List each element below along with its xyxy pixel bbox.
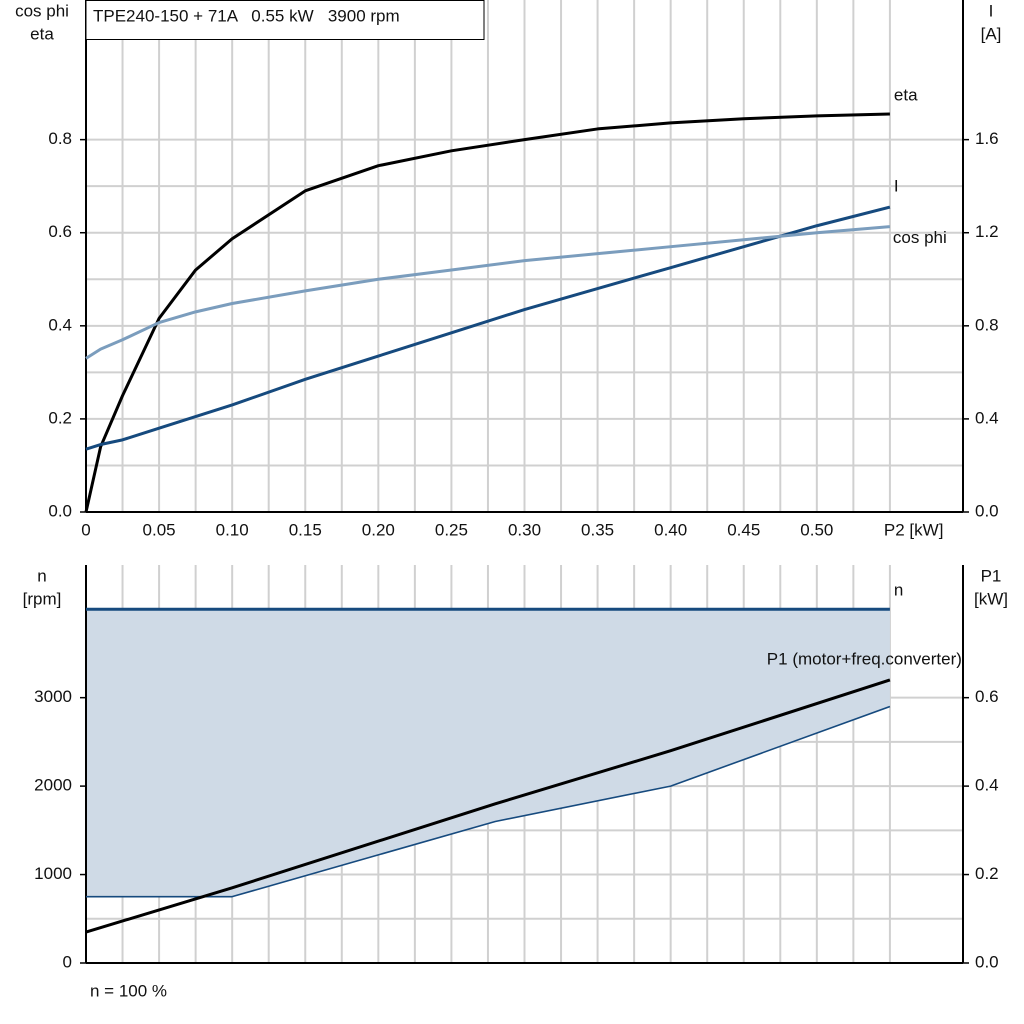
series-line: [85, 225, 891, 360]
y-tick-label: 2000: [34, 776, 72, 795]
x-tick-label: 0.25: [435, 520, 468, 539]
series-label: eta: [894, 86, 918, 105]
y-tick-label: 0.2: [48, 408, 72, 427]
y2-axis-label: [A]: [981, 24, 1002, 43]
y-tick-label: 0.8: [48, 129, 72, 148]
y-tick-label: 0: [63, 952, 72, 971]
series-line: [85, 205, 891, 451]
y2-tick-label: 0.0: [975, 501, 999, 520]
y-axis-label: eta: [30, 24, 54, 43]
x-tick-label: 0.10: [216, 520, 249, 539]
series-label: I: [894, 177, 899, 196]
y2-tick-label: 0.4: [975, 776, 999, 795]
band-area: [86, 609, 890, 897]
y2-tick-label: 0.4: [975, 408, 999, 427]
series-line: [86, 705, 891, 898]
x-tick-label: 0.45: [727, 520, 760, 539]
note: n = 100 %: [90, 981, 167, 1000]
x-tick-label: 0.40: [654, 520, 687, 539]
title-box: [85, 0, 485, 40]
y-axis-label: n: [37, 566, 46, 585]
x-tick-label: 0.20: [362, 520, 395, 539]
chart-title: TPE240-150 + 71A 0.55 kW 3900 rpm: [93, 6, 400, 25]
y2-tick-label: 0.6: [975, 687, 999, 706]
y-axis-label: cos phi: [15, 1, 69, 20]
x-tick-label: P2 [kW]: [884, 520, 944, 539]
series-label: P1 (motor+freq.converter): [767, 649, 962, 668]
x-tick-label: 0.50: [800, 520, 833, 539]
y-tick-label: 0.0: [48, 501, 72, 520]
series-line: [84, 112, 890, 513]
y2-axis-label: [kW]: [974, 589, 1008, 608]
y2-axis-label: I: [989, 1, 994, 20]
series-label: cos phi: [893, 228, 947, 247]
series-label: n: [894, 581, 903, 600]
x-tick-label: 0.35: [581, 520, 614, 539]
y-tick-label: 0.6: [48, 222, 72, 241]
y-tick-label: 3000: [34, 687, 72, 706]
x-tick-label: 0.15: [289, 520, 322, 539]
x-tick-label: 0: [81, 520, 90, 539]
y2-axis-label: P1: [981, 566, 1002, 585]
y2-tick-label: 1.6: [975, 129, 999, 148]
y2-tick-label: 0.8: [975, 315, 999, 334]
y2-tick-label: 0.2: [975, 864, 999, 883]
y2-tick-label: 1.2: [975, 222, 999, 241]
y-tick-label: 1000: [34, 864, 72, 883]
y-tick-label: 0.4: [48, 315, 72, 334]
x-tick-label: 0.30: [508, 520, 541, 539]
y2-tick-label: 0.0: [975, 952, 999, 971]
series-line: [85, 678, 891, 934]
y-axis-label: [rpm]: [23, 589, 62, 608]
x-tick-label: 0.05: [143, 520, 176, 539]
